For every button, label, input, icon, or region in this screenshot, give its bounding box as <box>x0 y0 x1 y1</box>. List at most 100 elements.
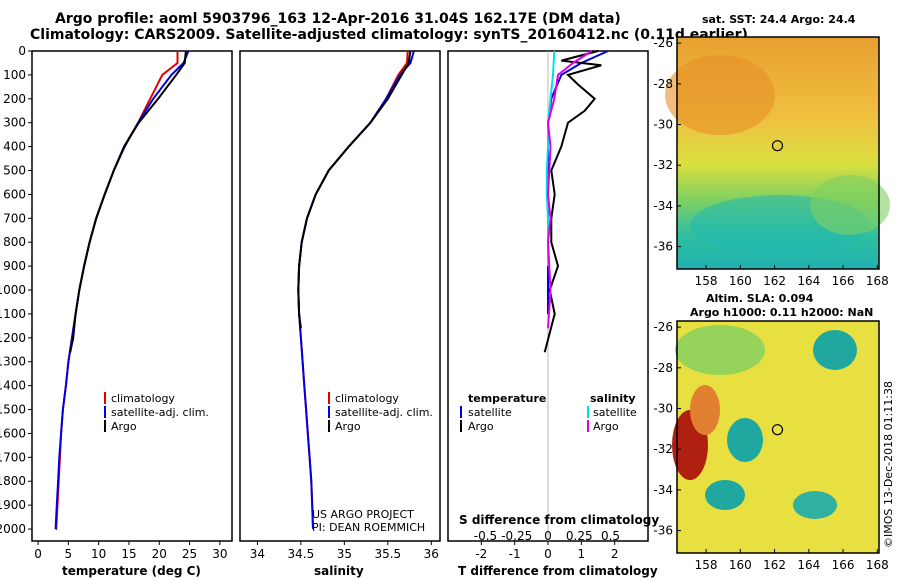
temperature-panel: 0100200300400500600700800900100011001200… <box>0 44 233 578</box>
map-x-tick-label: 168 <box>866 558 889 572</box>
y-tick-label: 1100 <box>0 307 26 321</box>
y-tick-label: 200 <box>3 92 26 106</box>
sst-latitude-tick-labels: -26 -28 -30 -32 -34 -36 <box>653 36 681 254</box>
salinity-axes-frame <box>239 50 441 542</box>
legend-temperature-header: temperature <box>468 392 546 405</box>
x-tick-label: 5 <box>65 547 73 561</box>
y-tick-label: 1200 <box>0 331 26 345</box>
map-y-tick-label: -26 <box>653 320 673 334</box>
y-tick-label: 0 <box>18 44 26 58</box>
x2-tick-label: 0.5 <box>601 529 620 543</box>
map-y-tick-label: -30 <box>653 402 673 416</box>
x-tick-label: -2 <box>475 547 487 561</box>
sst-map: 158 160 162 164 166 168 -26 -28 -30 -32 -34 -36 <box>653 36 890 288</box>
salinity-legend: climatology satellite-adj. clim. Argo <box>328 392 433 433</box>
x2-tick-label: -0.25 <box>501 529 532 543</box>
figure-title-line2: Climatology: CARS2009. Satellite-adjuste… <box>30 27 748 43</box>
map-y-tick-label: -28 <box>653 361 673 375</box>
x-tick-label: 10 <box>91 547 106 561</box>
y-tick-label: 700 <box>3 211 26 225</box>
sla-green-band <box>675 325 765 375</box>
legend-temp-argo: Argo <box>468 420 494 433</box>
legend-sal-argo: Argo <box>593 420 619 433</box>
x-tick-label: 15 <box>121 547 136 561</box>
y-tick-label: 800 <box>3 235 26 249</box>
diff-series-2 <box>545 50 556 267</box>
map-y-tick-label: -36 <box>653 524 673 538</box>
map-x-tick-label: 158 <box>695 274 718 288</box>
legend-argo: Argo <box>335 420 361 433</box>
sla-teal-eddy <box>727 418 763 462</box>
difference-legend-temperature: temperature satellite Argo <box>460 392 546 433</box>
map-y-tick-label: -26 <box>653 36 673 50</box>
map-x-tick-label: 162 <box>763 274 786 288</box>
salinity-panel: 34 34.5 35 35.5 36 salinity climatology sate… <box>239 50 441 578</box>
y-tick-label: 1800 <box>0 474 26 488</box>
x-tick-label: 35 <box>337 547 352 561</box>
x-tick-label: 20 <box>152 547 167 561</box>
y-tick-label: 1500 <box>0 403 26 417</box>
map-x-tick-label: 168 <box>866 274 889 288</box>
map-x-tick-label: 160 <box>729 274 752 288</box>
sla-orange-anomaly <box>690 385 720 435</box>
legend-temp-satellite: satellite <box>468 406 512 419</box>
map-y-tick-label: -34 <box>653 483 673 497</box>
legend-satellite-adj: satellite-adj. clim. <box>335 406 433 419</box>
map-y-tick-label: -30 <box>653 118 673 132</box>
sla-map: 158 160 162 164 166 168 -26 -28 -30 -32 -34 -36 <box>653 320 888 572</box>
temperature-axes-frame <box>31 50 233 542</box>
map-x-tick-label: 164 <box>797 558 820 572</box>
y-tick-label: 1000 <box>0 283 26 297</box>
y-tick-label: 1400 <box>0 379 26 393</box>
x-tick-label: 35.5 <box>374 547 401 561</box>
t-difference-tick-labels: -2 -1 0 1 2 <box>475 541 618 561</box>
argo-location-marker <box>771 424 784 436</box>
sla-teal-eddy <box>793 491 837 519</box>
x-tick-label: 34.5 <box>288 547 315 561</box>
difference-panel: -2 -1 0 1 2 -0.5 -0.25 0 0.25 0.5 T difference f… <box>447 50 659 578</box>
x2-tick-label: 0.25 <box>566 529 593 543</box>
salinity-tick-labels: 34 34.5 35 35.5 36 <box>250 541 439 561</box>
series-line-2 <box>69 50 187 353</box>
pi-label: PI: DEAN ROEMMICH <box>312 521 425 534</box>
x2-tick-label: -0.5 <box>474 529 497 543</box>
x-tick-label: 25 <box>182 547 197 561</box>
y-tick-label: 900 <box>3 259 26 273</box>
temperature-axis-label: temperature (deg C) <box>62 564 201 578</box>
y-tick-label: 400 <box>3 140 26 154</box>
salinity-axis-label: salinity <box>314 564 364 578</box>
sla-map-title: Altim. SLA: 0.094 <box>706 292 814 305</box>
t-difference-axis-label: T difference from climatology <box>458 564 658 578</box>
x-tick-label: 30 <box>212 547 227 561</box>
map-x-tick-label: 160 <box>729 558 752 572</box>
sla-teal-eddy <box>813 330 857 370</box>
depth-tick-labels: 0 100 200 300 400 500 600 700 800 900 1000 1100 1200… <box>0 44 32 536</box>
y-tick-label: 1900 <box>0 498 26 512</box>
sst-green-patch <box>810 175 890 235</box>
x-tick-label: 0 <box>34 547 42 561</box>
temperature-profile-lines <box>54 50 190 530</box>
salinity-profile-lines <box>297 50 415 530</box>
legend-satellite-adj: satellite-adj. clim. <box>111 406 209 419</box>
s-difference-axis-label: S difference from climatology <box>459 513 659 527</box>
x-tick-label: 36 <box>424 547 439 561</box>
legend-climatology: climatology <box>111 392 175 405</box>
sla-longitude-tick-labels: 158 160 162 164 166 168 <box>695 549 889 572</box>
s-difference-tick-labels: -0.5 -0.25 0 0.25 0.5 <box>474 529 620 543</box>
x-tick-label: -1 <box>509 547 521 561</box>
sla-latitude-tick-labels: -26 -28 -30 -32 -34 -36 <box>653 320 681 538</box>
legend-salinity-header: salinity <box>590 392 636 405</box>
difference-legend-salinity: salinity satellite Argo <box>587 392 637 433</box>
project-label: US ARGO PROJECT <box>312 508 414 521</box>
temperature-legend: climatology satellite-adj. clim. Argo <box>104 392 209 433</box>
x-tick-label: 0 <box>544 547 552 561</box>
map-x-tick-label: 166 <box>832 274 855 288</box>
map-x-tick-label: 164 <box>797 274 820 288</box>
y-tick-label: 1600 <box>0 426 26 440</box>
y-tick-label: 500 <box>3 164 26 178</box>
sla-map-subtitle: Argo h1000: 0.11 h2000: NaN <box>690 306 874 319</box>
sst-longitude-tick-labels: 158 160 162 164 166 168 <box>695 265 889 288</box>
y-tick-label: 1700 <box>0 450 26 464</box>
y-tick-label: 2000 <box>0 522 26 536</box>
y-tick-label: 1300 <box>0 355 26 369</box>
